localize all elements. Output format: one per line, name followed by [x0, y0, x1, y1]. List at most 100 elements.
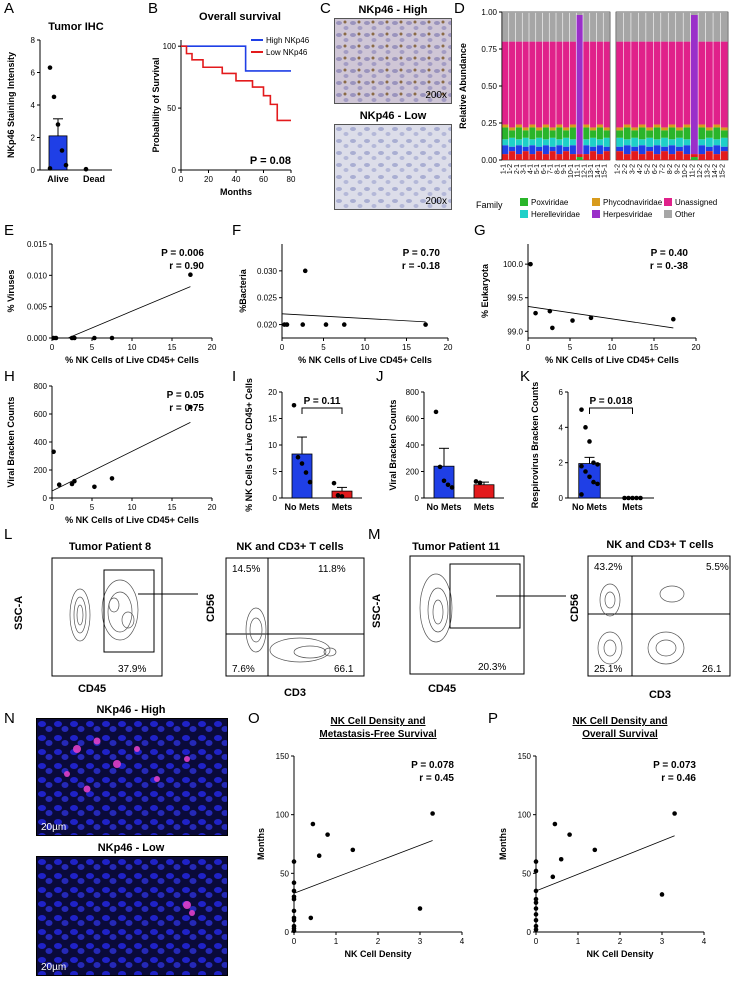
chart-d-bar-segment: [720, 127, 728, 131]
flow-l-right-title: NK and CD3+ T cells: [236, 541, 343, 553]
chart-d-bar-segment: [720, 137, 728, 147]
chart-d-bar-segment: [522, 127, 529, 131]
chart-d-bar-segment: [676, 41, 683, 128]
chart-j: 0 200 400 600 800 Viral Bracken Counts No Mets…: [388, 388, 504, 512]
flow-l-q-lr: 66.1: [334, 664, 354, 675]
chart-d-bar-segment: [616, 151, 624, 160]
chart-d-bar-segment: [631, 137, 639, 147]
chart-k-ytick-label: 0: [559, 494, 564, 503]
chart-d-bar-segment: [542, 12, 549, 42]
chart-a-ytick-label: 6: [31, 69, 36, 78]
chart-d-bar-segment: [676, 12, 683, 42]
chart-k: 0 2 4 6 Respirovirus Bracken Counts No Mets Me…: [530, 382, 654, 512]
flow-l-right-contours: [245, 607, 337, 663]
chart-k-point: [622, 495, 627, 501]
flow-l-q-ll: 7.6%: [232, 664, 255, 675]
chart-d-bar-segment: [576, 12, 583, 15]
panel-label-a: A: [4, 0, 15, 17]
chart-d-category: 8-2: [667, 164, 674, 174]
chart-f-point: [323, 322, 329, 327]
chart-i-point: [307, 479, 313, 485]
chart-o-ylabel: Months: [256, 828, 266, 860]
chart-d-bar-segment: [542, 139, 549, 146]
chart-p-title-2: Overall Survival: [582, 729, 658, 740]
chart-p-p-value: P = 0.073: [653, 760, 696, 771]
chart-d-bar-segment: [529, 127, 536, 140]
chart-p-title: NK Cell Density and: [572, 716, 667, 727]
chart-k-point: [634, 495, 639, 501]
chart-k-point: [579, 492, 584, 497]
chart-d-bar-segment: [542, 41, 549, 125]
chart-d-legend-swatch: [520, 210, 528, 218]
chart-p-fit-line: [535, 835, 675, 892]
flow-l-left-contours: [69, 579, 139, 642]
chart-i-ytick-label: 5: [273, 468, 278, 477]
ihc-high-magnification: 200x: [425, 90, 447, 101]
chart-e-r-value: r = 0.90: [169, 261, 204, 272]
chart-g-xtick-label: 0: [526, 343, 531, 352]
chart-o-xtick-label: 4: [460, 937, 465, 946]
if-high-title: NKp46 - High: [96, 704, 166, 716]
chart-a-point: [47, 65, 53, 70]
chart-i-point: [335, 493, 341, 498]
flow-m-x-right: CD3: [649, 689, 671, 701]
chart-j-point: [477, 480, 483, 486]
chart-o-point: [310, 821, 316, 827]
chart-d-bar-segment: [576, 154, 583, 158]
chart-g-ytick-label: 99.5: [507, 294, 523, 303]
chart-d-bar-segment: [556, 127, 563, 140]
chart-k-point: [595, 462, 600, 467]
chart-d-bar-segment: [683, 124, 691, 128]
chart-d-bar-segment: [583, 41, 590, 125]
chart-d-bar-segment: [529, 124, 536, 128]
chart-d-bar-segment: [576, 157, 583, 160]
flow-l-right-axes: [225, 557, 365, 677]
panel-label-n: N: [4, 710, 15, 727]
chart-b-xlabel: Months: [220, 187, 252, 197]
chart-d-bar-segment: [509, 127, 516, 131]
chart-k-point: [591, 460, 596, 465]
chart-f-point: [302, 268, 308, 274]
chart-d-bar-segment: [542, 154, 549, 160]
chart-d-bar-segment: [683, 139, 691, 146]
chart-f-fit-line: [281, 313, 426, 323]
chart-i-ytick-label: 20: [268, 388, 277, 397]
chart-h-ylabel: Viral Bracken Counts: [6, 397, 16, 488]
chart-d-bar-segment: [676, 130, 683, 138]
chart-o-r-value: r = 0.45: [419, 773, 454, 784]
chart-k-ytick-label: 4: [559, 423, 564, 432]
chart-d-legend-swatch: [592, 198, 600, 206]
chart-d-bar-segment: [705, 146, 713, 152]
flow-m-right-title: NK and CD3+ T cells: [606, 539, 713, 551]
chart-d-bar-segment: [676, 151, 683, 160]
panel-label-h: H: [4, 368, 15, 385]
chart-d-bar-segment: [646, 151, 654, 160]
chart-i-point: [299, 461, 305, 466]
chart-p-point: [550, 874, 556, 880]
chart-d-bar-segment: [596, 127, 603, 140]
chart-e-ytick-label: 0.010: [27, 271, 48, 280]
chart-d-bar-segment: [596, 124, 603, 128]
chart-b-ytick-label: 50: [167, 104, 176, 113]
chart-i-ylabel: % NK Cells of Live CD45+ Cells: [244, 378, 254, 512]
chart-k-point: [595, 481, 600, 487]
chart-d-bar-segment: [583, 145, 590, 155]
chart-d-category: 9-1: [561, 164, 568, 174]
chart-k-point: [587, 474, 592, 480]
flow-l-x-right: CD3: [284, 687, 306, 699]
chart-o-xtick-label: 2: [376, 937, 381, 946]
if-high-image: 20µm: [36, 718, 228, 836]
chart-d-category: 10-1: [568, 164, 575, 178]
chart-d-bar-segment: [668, 127, 676, 140]
chart-j-point: [433, 409, 439, 415]
chart-f-ytick-label: 0.030: [257, 267, 278, 276]
chart-d-bar-segment: [631, 151, 639, 160]
panel-label-o: O: [248, 710, 260, 727]
chart-d-bar-segment: [515, 12, 522, 42]
chart-d-bar-segment: [661, 146, 668, 152]
chart-j-point: [449, 485, 455, 490]
chart-e-point: [188, 272, 193, 278]
flow-l-q-ur: 11.8%: [318, 564, 346, 575]
chart-a-point: [47, 166, 53, 171]
chart-o-fit-line: [293, 840, 433, 894]
